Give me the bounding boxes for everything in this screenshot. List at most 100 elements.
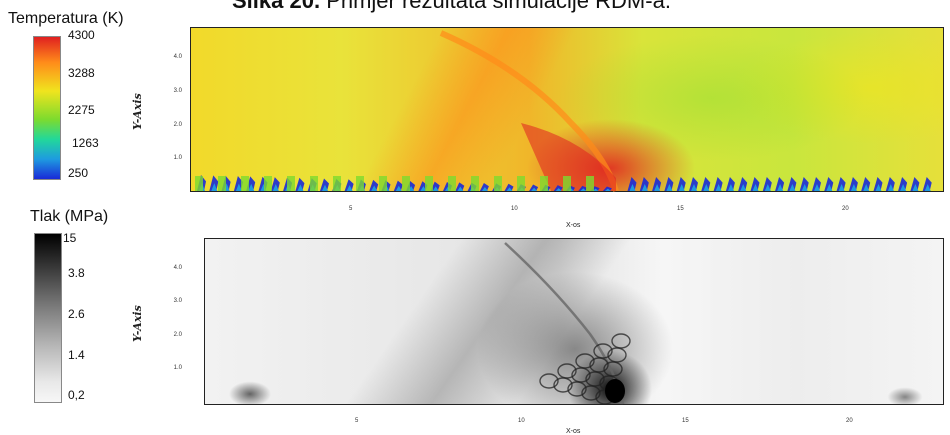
cold-fuel-cell	[799, 177, 809, 191]
mixing-layer-cell	[586, 176, 594, 191]
cold-fuel-cell-inner	[912, 184, 919, 191]
mixing-layer-cell	[448, 176, 456, 191]
temp-y-axis-label: Y-Axis	[131, 93, 144, 130]
cold-fuel-cell-inner	[555, 188, 562, 191]
cold-fuel-cell	[898, 177, 908, 191]
temp-y-tick-3: 1.0	[173, 155, 182, 161]
cold-fuel-cell-inner	[900, 184, 907, 191]
press-x-tick-0: 5	[355, 418, 359, 424]
cold-fuel-cell	[762, 177, 772, 191]
press-x-tick-3: 20	[846, 418, 853, 424]
caption-number: Slika 20.	[232, 0, 321, 13]
cold-fuel-cell	[824, 177, 834, 191]
cold-fuel-cell	[602, 186, 612, 191]
cold-fuel-cell-inner	[727, 184, 734, 191]
pressure-shock-front	[504, 242, 625, 405]
mixing-layer-cell	[402, 176, 410, 191]
cold-fuel-cell	[910, 177, 920, 191]
cold-fuel-cell-inner	[924, 184, 931, 191]
pressure-label-1: 3.8	[68, 266, 85, 280]
cold-fuel-cell-inner	[592, 188, 599, 191]
press-y-tick-3: 1.0	[173, 365, 182, 371]
pressure-label-4: 0,2	[68, 388, 85, 402]
detonation-cell	[593, 343, 613, 359]
cold-fuel-cell-inner	[740, 184, 747, 191]
cold-fuel-cell	[738, 177, 748, 191]
mixing-layer-cell	[218, 176, 226, 191]
cold-fuel-cell	[861, 177, 871, 191]
cold-fuel-cell	[529, 184, 539, 191]
cold-fuel-cell-inner	[580, 188, 587, 191]
cold-fuel-cell	[393, 180, 403, 191]
cold-fuel-cell	[664, 177, 674, 191]
pressure-colorbar	[34, 233, 62, 403]
temp-x-axis-label: X-os	[566, 222, 581, 229]
cold-fuel-cell	[233, 176, 243, 191]
mixing-layer-cell	[425, 176, 433, 191]
cold-fuel-cell-inner	[641, 184, 648, 191]
press-y-tick-2: 2.0	[173, 332, 182, 338]
mixing-layer-cell	[471, 176, 479, 191]
mixing-layer-cell	[287, 176, 295, 191]
cold-fuel-cell-inner	[838, 184, 845, 191]
pressure-label-0: 15	[63, 231, 77, 245]
cold-fuel-cell	[369, 179, 379, 191]
mixing-layer-cell	[264, 176, 272, 191]
mixing-layer-cell	[540, 176, 548, 191]
mixing-layer-cell	[310, 176, 318, 191]
figure-caption: Slika 20. Primjer rezultata simulacije R…	[232, 0, 671, 14]
temperature-label-4: 250	[68, 166, 89, 180]
cold-fuel-cell-inner	[604, 188, 611, 191]
cold-fuel-cell	[676, 177, 686, 191]
cold-fuel-cell-inner	[346, 185, 353, 191]
temperature-field-plot	[190, 27, 944, 192]
cold-fuel-cell-inner	[371, 185, 378, 191]
temp-x-tick-3: 20	[842, 206, 849, 212]
peak-pressure-core	[605, 379, 625, 403]
cold-fuel-cell-inner	[691, 184, 697, 191]
cold-fuel-cell	[639, 177, 649, 191]
pressure-field-detail	[504, 242, 631, 405]
temp-x-tick-2: 15	[677, 206, 684, 212]
cold-fuel-cell-inner	[777, 184, 784, 191]
cold-fuel-cell-inner	[272, 184, 279, 191]
cold-fuel-cell	[320, 178, 329, 191]
cold-fuel-cell	[627, 177, 637, 191]
cold-fuel-cell	[848, 177, 858, 191]
detonation-cell	[611, 333, 631, 349]
cold-fuel-cell	[812, 177, 821, 191]
cold-fuel-cell-inner	[678, 184, 685, 191]
temp-y-tick-0: 4.0	[173, 54, 182, 60]
press-x-tick-1: 10	[518, 418, 525, 424]
pressure-label-3: 1.4	[68, 348, 85, 362]
cold-fuel-cell-inner	[235, 183, 242, 191]
press-x-tick-2: 15	[682, 418, 689, 424]
cold-fuel-cell	[553, 185, 563, 191]
cold-fuel-cell-inner	[654, 184, 661, 191]
cold-fuel-cell	[725, 177, 735, 191]
cold-fuel-cell-inner	[481, 187, 488, 191]
cold-fuel-cell-inner	[715, 184, 722, 191]
cold-fuel-cell-inner	[814, 184, 820, 191]
cold-fuel-cell	[922, 177, 932, 191]
cold-fuel-cell	[578, 185, 588, 191]
cold-fuel-cell-inner	[887, 184, 894, 191]
cold-fuel-cell-inner	[457, 186, 464, 191]
cold-fuel-cell-inner	[752, 184, 759, 191]
temp-y-tick-2: 2.0	[173, 122, 182, 128]
mixing-layer-cell	[563, 176, 571, 191]
cold-fuel-cell	[479, 183, 489, 191]
cold-fuel-cell	[836, 177, 846, 191]
temp-x-tick-1: 10	[511, 206, 518, 212]
detonation-cell	[557, 363, 577, 379]
temp-y-tick-1: 3.0	[173, 88, 182, 94]
detonation-front-hot-zone	[521, 123, 616, 191]
cold-fuel-cell	[504, 183, 514, 191]
cold-fuel-cell-inner	[801, 184, 808, 191]
cold-fuel-cell-inner	[764, 184, 771, 191]
cold-fuel-cell-inner	[297, 184, 304, 191]
pressure-label-2: 2.6	[68, 307, 85, 321]
pressure-field-plot	[204, 238, 944, 405]
cold-fuel-cell	[344, 179, 354, 191]
mixing-layer-cell	[379, 176, 387, 191]
